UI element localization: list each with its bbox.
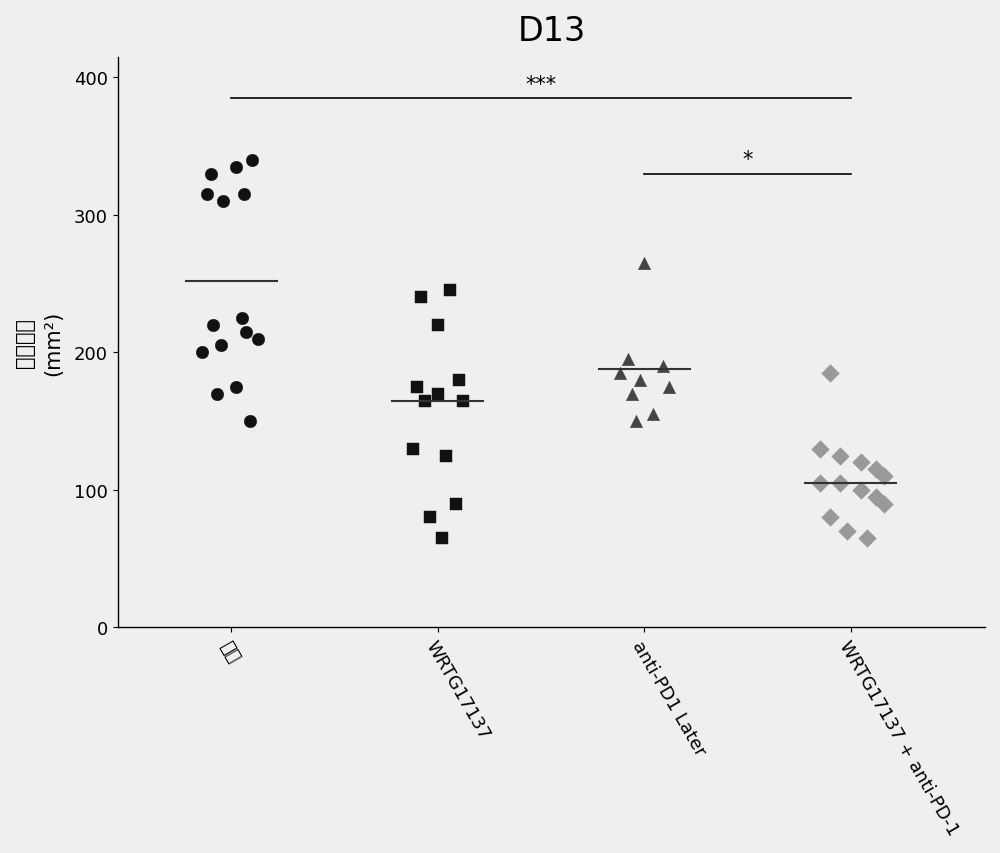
- Point: [822, 367, 838, 380]
- Point: [876, 497, 892, 511]
- Point: [822, 511, 838, 525]
- Point: [876, 470, 892, 484]
- Point: [250, 333, 266, 346]
- Point: [632, 374, 648, 387]
- Point: [628, 415, 644, 428]
- Point: [612, 367, 628, 380]
- Point: [868, 490, 884, 504]
- Text: *: *: [742, 150, 753, 171]
- Point: [236, 189, 252, 202]
- Point: [832, 477, 848, 490]
- Text: ***: ***: [526, 75, 557, 95]
- Point: [655, 360, 671, 374]
- Y-axis label: 肿瘤体积
(mm²): 肿瘤体积 (mm²): [15, 310, 63, 375]
- Point: [242, 415, 258, 428]
- Point: [455, 394, 471, 408]
- Point: [812, 477, 828, 490]
- Point: [422, 511, 438, 525]
- Point: [238, 326, 254, 339]
- Point: [434, 531, 450, 545]
- Point: [409, 380, 425, 394]
- Point: [209, 387, 225, 401]
- Point: [853, 456, 869, 470]
- Point: [636, 257, 652, 270]
- Point: [661, 380, 677, 394]
- Point: [234, 312, 250, 326]
- Point: [205, 319, 221, 333]
- Point: [213, 339, 229, 353]
- Point: [244, 154, 260, 167]
- Point: [812, 443, 828, 456]
- Point: [624, 387, 640, 401]
- Title: D13: D13: [517, 15, 586, 48]
- Point: [405, 443, 421, 456]
- Point: [228, 380, 244, 394]
- Point: [199, 189, 215, 202]
- Point: [194, 346, 210, 360]
- Point: [832, 450, 848, 463]
- Point: [438, 450, 454, 463]
- Point: [430, 319, 446, 333]
- Point: [448, 497, 464, 511]
- Point: [859, 531, 875, 545]
- Point: [417, 394, 433, 408]
- Point: [228, 160, 244, 174]
- Point: [215, 195, 231, 209]
- Point: [203, 167, 219, 181]
- Point: [839, 525, 855, 538]
- Point: [442, 284, 458, 298]
- Point: [620, 353, 636, 367]
- Point: [451, 374, 467, 387]
- Point: [430, 387, 446, 401]
- Point: [413, 291, 429, 305]
- Point: [645, 408, 661, 421]
- Point: [853, 484, 869, 497]
- Point: [868, 463, 884, 477]
